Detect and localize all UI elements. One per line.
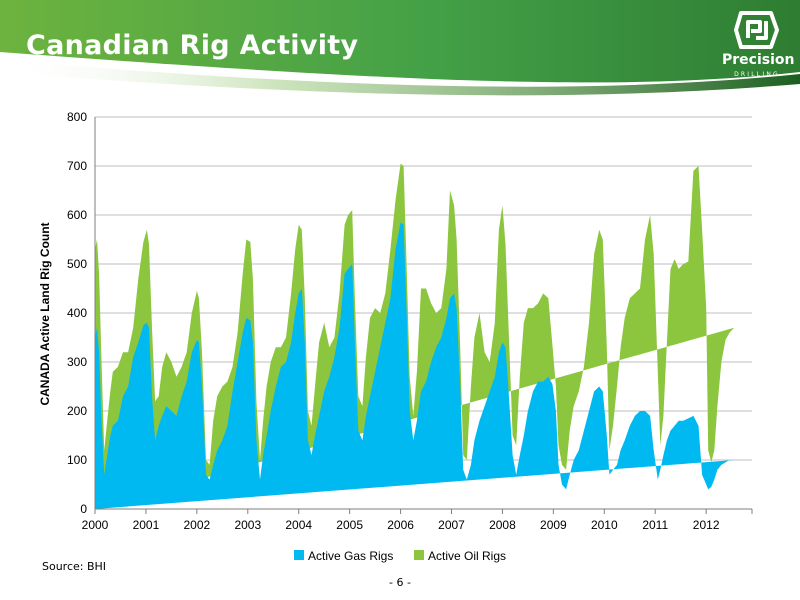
legend-swatch-gas xyxy=(294,550,304,560)
header-banner xyxy=(0,0,800,96)
x-tick-label-2004: 2004 xyxy=(285,518,312,532)
y-tick-label-0: 0 xyxy=(80,502,87,516)
x-tick-label-2005: 2005 xyxy=(336,518,363,532)
y-tick-label-700: 700 xyxy=(67,159,87,173)
legend-label-gas: Active Gas Rigs xyxy=(308,549,393,563)
y-tick-label-400: 400 xyxy=(67,306,87,320)
x-tick-label-2001: 2001 xyxy=(133,518,160,532)
x-tick-label-2010: 2010 xyxy=(591,518,618,532)
axes xyxy=(94,117,753,514)
y-tick-labels: 0 100 200 300 400 500 600 700 800 xyxy=(67,110,87,516)
y-tick-label-100: 100 xyxy=(67,453,87,467)
y-tick-label-300: 300 xyxy=(67,355,87,369)
logo-subtitle: DRILLING xyxy=(734,71,780,78)
company-logo: Precision DRILLING xyxy=(722,10,795,92)
page-number: - 6 - xyxy=(389,576,411,589)
y-tick-label-600: 600 xyxy=(67,208,87,222)
x-tick-label-2012: 2012 xyxy=(693,518,720,532)
x-tick-label-2009: 2009 xyxy=(540,518,567,532)
x-tick-label-2008: 2008 xyxy=(489,518,516,532)
y-tick-label-800: 800 xyxy=(67,110,87,124)
y-tick-label-200: 200 xyxy=(67,404,87,418)
area-series xyxy=(95,163,735,509)
legend-label-oil: Active Oil Rigs xyxy=(428,549,506,563)
x-tick-label-2000: 2000 xyxy=(82,518,109,532)
x-tick-labels: 2000 2001 2002 2003 2004 2005 2006 2007 2008 2009… xyxy=(82,518,720,532)
chart-legend: Active Gas Rigs Active Oil Rigs xyxy=(294,549,506,563)
y-axis-label: CANADA Active Land Rig Count xyxy=(38,222,52,405)
logo-wordmark: Precision xyxy=(722,52,795,68)
precision-drilling-logo-icon xyxy=(734,11,779,49)
x-tick-label-2002: 2002 xyxy=(184,518,211,532)
source-note: Source: BHI xyxy=(42,560,107,573)
x-tick-label-2003: 2003 xyxy=(234,518,261,532)
slide-title: Canadian Rig Activity xyxy=(26,30,359,61)
x-tick-label-2011: 2011 xyxy=(642,518,668,532)
area-gas-rigs xyxy=(95,222,735,509)
x-tick-label-2006: 2006 xyxy=(387,518,414,532)
x-tick-label-2007: 2007 xyxy=(438,518,465,532)
y-tick-label-500: 500 xyxy=(67,257,87,271)
legend-swatch-oil xyxy=(414,550,424,560)
